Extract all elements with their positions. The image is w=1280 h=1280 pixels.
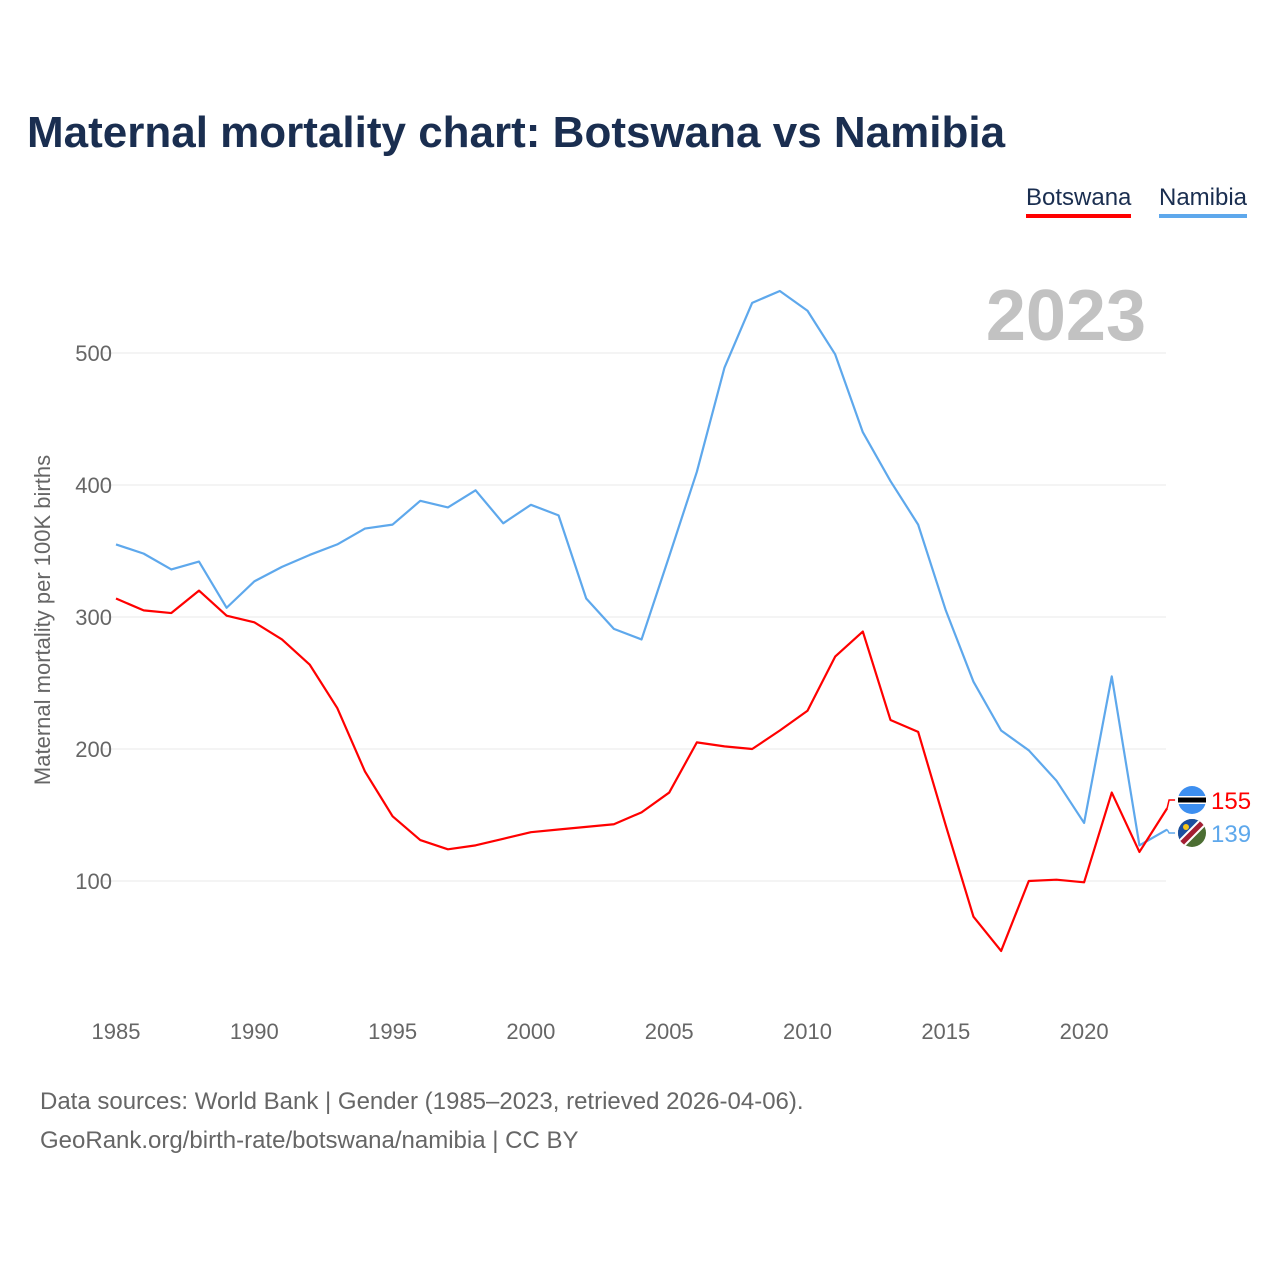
footer-credit[interactable]: GeoRank.org/birth-rate/botswana/namibia …	[40, 1127, 579, 1154]
end-connector	[1166, 799, 1176, 809]
y-tick-label: 100	[75, 869, 112, 894]
end-value-label: 139	[1211, 821, 1251, 848]
series-line-botswana	[115, 589, 1169, 953]
y-tick-label: 300	[75, 605, 112, 630]
y-tick-label: 400	[75, 473, 112, 498]
flag-red	[1178, 819, 1206, 847]
x-tick-label: 2000	[506, 1019, 555, 1044]
flag-body	[1178, 819, 1206, 847]
x-tick-label: 2005	[645, 1019, 694, 1044]
end-value-label: 155	[1211, 788, 1251, 815]
y-axis-label: Maternal mortality per 100K births	[30, 455, 55, 785]
series-line-namibia	[115, 289, 1168, 847]
y-tick-label: 200	[75, 737, 112, 762]
namibia-flag-icon	[1178, 819, 1206, 847]
x-tick-label: 1990	[230, 1019, 279, 1044]
flag-stripe	[1178, 797, 1206, 803]
end-connector	[1166, 829, 1176, 834]
x-tick-label: 1985	[92, 1019, 141, 1044]
flag-sun	[1183, 824, 1189, 830]
botswana-flag-icon	[1178, 786, 1206, 814]
footer-sources: Data sources: World Bank | Gender (1985–…	[40, 1088, 804, 1115]
x-tick-label: 2015	[921, 1019, 970, 1044]
legend-namibia[interactable]: Namibia	[1159, 184, 1248, 218]
chart-title: Maternal mortality chart: Botswana vs Na…	[27, 108, 1006, 157]
x-tick-label: 1995	[368, 1019, 417, 1044]
x-tick-label: 2020	[1060, 1019, 1109, 1044]
x-tick-label: 2010	[783, 1019, 832, 1044]
legend-botswana[interactable]: Botswana	[1026, 184, 1132, 218]
year-watermark: 2023	[986, 276, 1146, 356]
y-tick-label: 500	[75, 341, 112, 366]
